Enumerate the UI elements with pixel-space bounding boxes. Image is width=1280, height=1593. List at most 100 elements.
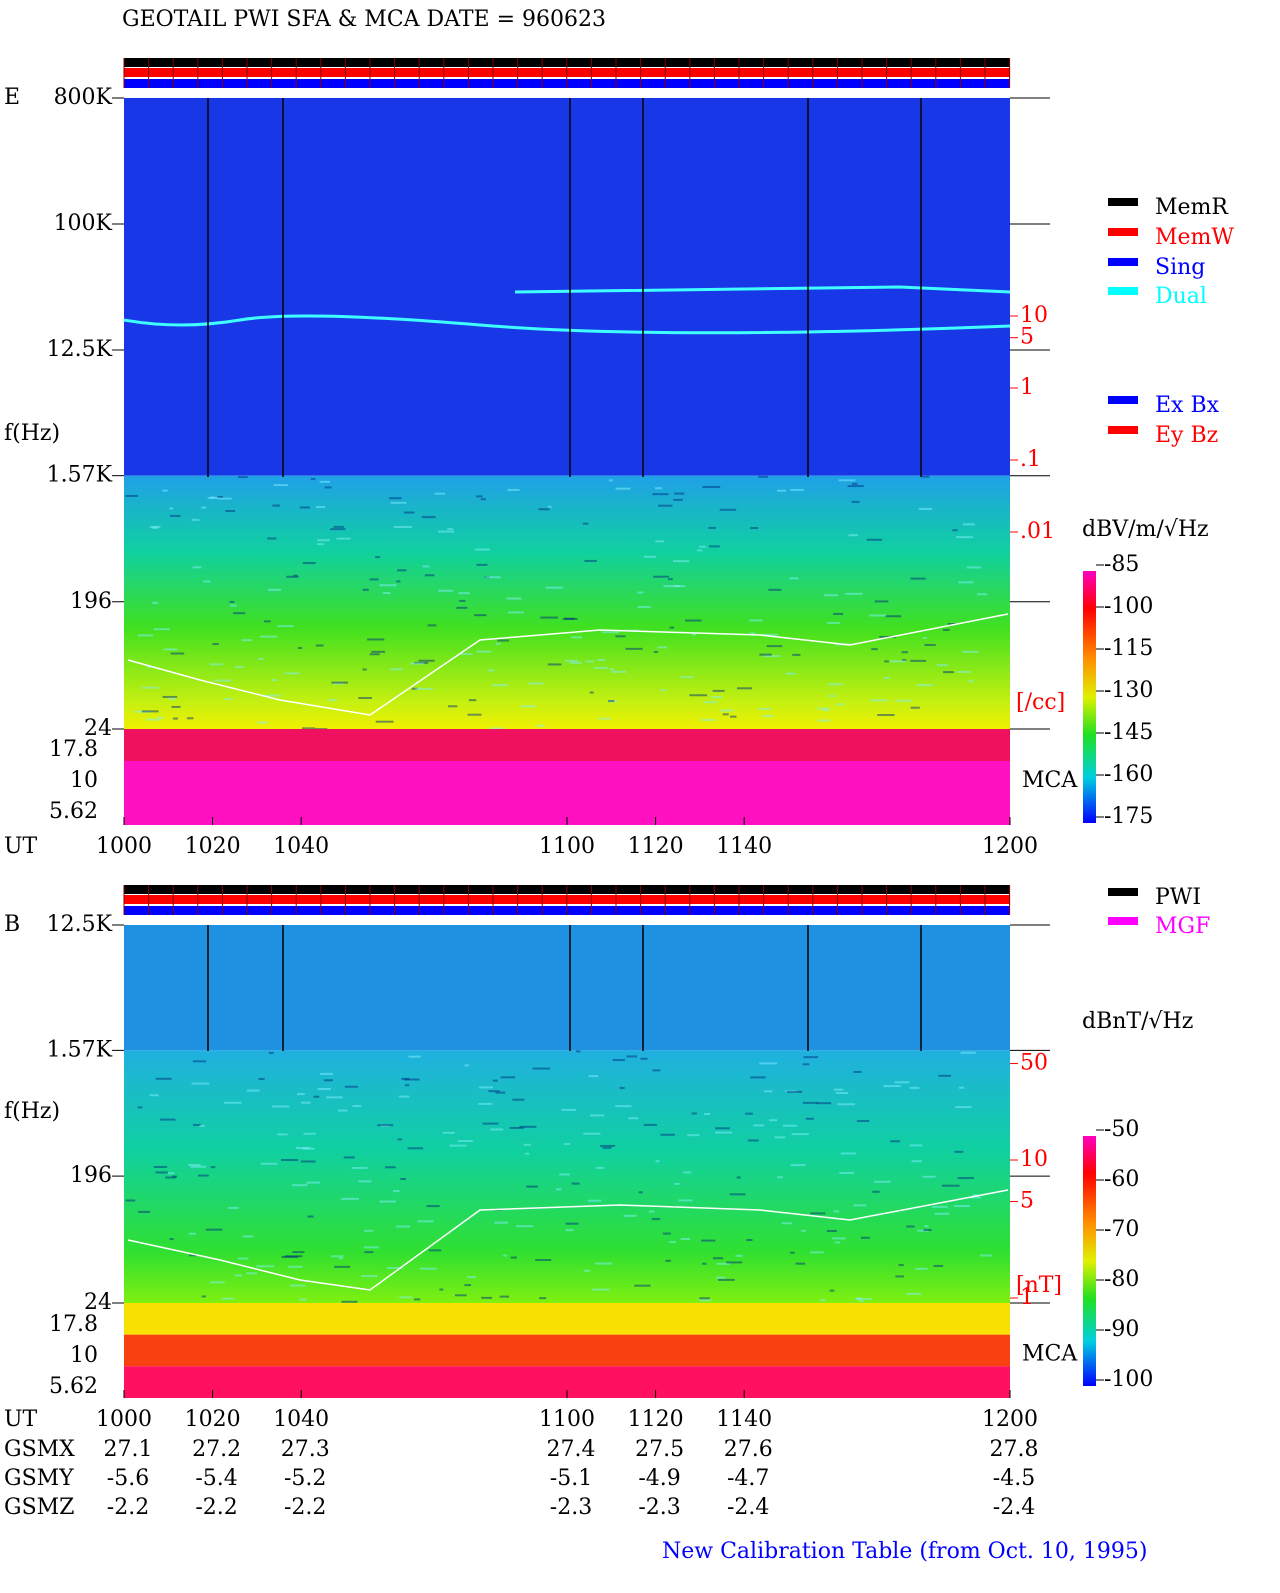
spectrogram-noise bbox=[979, 1254, 993, 1257]
mca-label: MCA bbox=[1022, 1342, 1078, 1367]
x-tick-label: 1140 bbox=[716, 1407, 772, 1432]
spectrogram-noise bbox=[260, 1162, 278, 1165]
spectrogram-noise bbox=[464, 1284, 472, 1287]
spectrogram-noise bbox=[805, 1117, 814, 1120]
spectrogram-noise bbox=[855, 1297, 862, 1300]
spectrogram-noise bbox=[268, 1051, 274, 1054]
legend-label: Ey Bz bbox=[1155, 423, 1218, 448]
spectrogram-noise bbox=[957, 670, 972, 673]
spectrogram-noise bbox=[592, 1288, 610, 1291]
spectrogram-noise bbox=[906, 1292, 922, 1295]
spectrogram-noise bbox=[612, 1059, 626, 1062]
spectrogram-noise bbox=[746, 1239, 753, 1242]
spectrogram-noise bbox=[201, 506, 207, 509]
spectrogram-noise bbox=[943, 628, 950, 631]
x-axis-label: UT bbox=[4, 834, 38, 859]
spectrogram-noise bbox=[565, 1222, 579, 1225]
legend-label: MemR bbox=[1155, 195, 1229, 220]
mca-tick-label: 10 bbox=[70, 1343, 98, 1368]
spectrogram-noise bbox=[781, 1222, 792, 1225]
spectrogram-noise bbox=[241, 639, 253, 642]
spectrogram-noise bbox=[288, 1265, 303, 1268]
spectrogram-noise bbox=[689, 694, 708, 697]
spectrogram-noise bbox=[598, 717, 611, 720]
spectrogram-noise bbox=[192, 566, 202, 569]
spectrogram-noise bbox=[495, 642, 501, 645]
spectrogram-noise bbox=[526, 1185, 539, 1188]
spectrogram-noise bbox=[411, 687, 418, 690]
spectrogram-noise bbox=[385, 1166, 396, 1169]
spectrogram-noise bbox=[955, 536, 973, 539]
spectrogram-noise bbox=[141, 686, 159, 689]
spectrogram-noise bbox=[153, 628, 171, 631]
spectrogram-noise bbox=[790, 1251, 795, 1254]
spectrogram-noise bbox=[330, 528, 346, 531]
spectrogram-noise bbox=[207, 497, 218, 500]
spectrogram-noise bbox=[934, 1212, 950, 1215]
spectrogram-noise bbox=[889, 660, 906, 663]
x-tick-label: 1100 bbox=[539, 1407, 595, 1432]
density-tick-label: 10 bbox=[1020, 1147, 1048, 1172]
spectrogram-noise bbox=[525, 1152, 530, 1155]
colorbar bbox=[1083, 1136, 1096, 1386]
spectrogram-noise bbox=[476, 495, 483, 498]
spectrogram-noise bbox=[286, 575, 299, 578]
spectrogram-noise bbox=[829, 1289, 835, 1292]
spectrogram-noise bbox=[490, 1128, 504, 1131]
spectrogram-noise bbox=[708, 526, 716, 529]
spectrogram-noise bbox=[699, 545, 706, 548]
spectrogram-noise bbox=[259, 635, 277, 638]
spectrogram-noise bbox=[638, 1191, 643, 1194]
spectrogram-noise bbox=[711, 696, 723, 699]
spectrogram-noise bbox=[169, 507, 174, 510]
spectrogram-noise bbox=[397, 1138, 403, 1141]
y-tick-label: 24 bbox=[84, 1290, 112, 1315]
spectrogram-noise bbox=[237, 1257, 249, 1260]
spectrogram-noise bbox=[895, 1275, 904, 1278]
spectrogram-noise bbox=[155, 1077, 172, 1080]
spectrogram-noise bbox=[972, 1194, 978, 1197]
spectrogram-noise bbox=[839, 1171, 854, 1174]
panel-label: B bbox=[4, 912, 20, 937]
orbit-value: -5.4 bbox=[195, 1466, 237, 1491]
spectrogram-noise bbox=[582, 522, 589, 525]
spectrogram-noise bbox=[569, 661, 583, 664]
colorbar bbox=[1083, 571, 1096, 823]
spectrogram-noise bbox=[674, 492, 685, 495]
legend-swatch bbox=[1108, 396, 1138, 404]
x-tick-label: 1120 bbox=[628, 1407, 684, 1432]
spectrogram-noise bbox=[520, 705, 537, 708]
density-tick-label: 10 bbox=[1020, 303, 1048, 328]
spectrogram-noise bbox=[172, 717, 178, 720]
colorbar-tick-label: -130 bbox=[1104, 678, 1153, 703]
spectrogram-noise bbox=[628, 1117, 639, 1120]
spectrogram-noise bbox=[217, 496, 223, 499]
spectrogram-noise bbox=[833, 612, 844, 615]
spectrogram-noise bbox=[396, 580, 401, 583]
spectrogram-noise bbox=[877, 713, 895, 716]
spectrogram-noise bbox=[325, 1096, 343, 1099]
spectrogram-noise bbox=[277, 625, 294, 628]
spectrogram-noise bbox=[379, 584, 397, 587]
spectrogram-noise bbox=[468, 699, 477, 702]
spectrogram-noise bbox=[894, 1081, 910, 1084]
spectrogram-noise bbox=[701, 1239, 716, 1242]
spectrogram-noise bbox=[532, 1067, 551, 1070]
spectrogram-noise bbox=[833, 1088, 844, 1091]
spectrogram-noise bbox=[683, 1171, 691, 1174]
spectrogram-noise bbox=[331, 1255, 344, 1258]
y-tick-label: 12.5K bbox=[47, 337, 113, 362]
spectrogram-noise bbox=[962, 650, 979, 653]
spectrogram-noise bbox=[422, 565, 430, 568]
spectrogram-noise bbox=[957, 1177, 975, 1180]
spectrogram-noise bbox=[507, 611, 524, 614]
spectrogram-noise bbox=[234, 665, 244, 668]
spectrogram-noise bbox=[442, 1131, 455, 1134]
legend-swatch bbox=[1108, 888, 1138, 896]
spectrogram-noise bbox=[895, 699, 912, 702]
spectrogram-noise bbox=[125, 494, 139, 497]
x-tick-label: 1040 bbox=[273, 1407, 329, 1432]
spectrogram-noise bbox=[651, 1218, 661, 1221]
spectrogram-noise bbox=[921, 475, 930, 478]
spectrogram-noise bbox=[460, 653, 473, 656]
